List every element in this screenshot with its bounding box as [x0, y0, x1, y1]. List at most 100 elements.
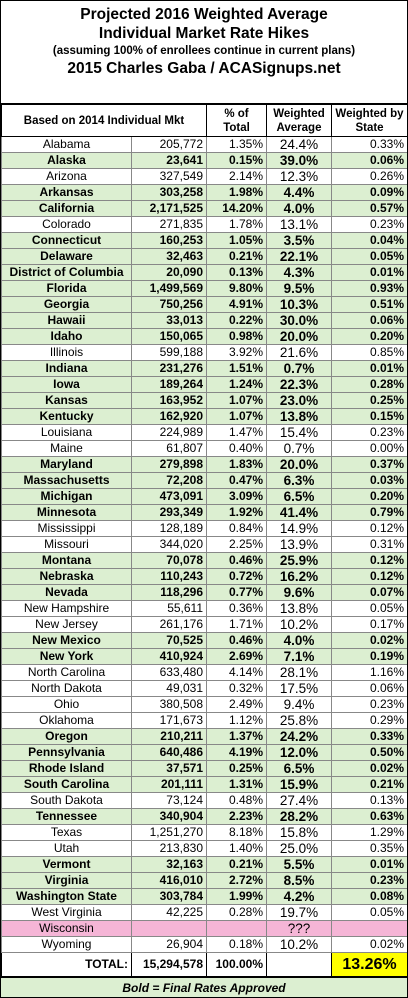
share: 1.40%	[206, 840, 267, 857]
state-row: Indiana 231,276 1.51% 0.7% 0.01%	[1, 360, 407, 377]
state-name: Pennsylvania	[1, 744, 132, 761]
share: 2.23%	[206, 808, 267, 825]
state-row: Maine 61,807 0.40% 0.7% 0.00%	[1, 440, 407, 457]
weighted-average: 6.3%	[266, 472, 332, 489]
state-row: Rhode Island 37,571 0.25% 6.5% 0.02%	[1, 760, 407, 777]
weighted-by-state: 0.05%	[331, 600, 407, 617]
enrollees: 231,276	[131, 360, 207, 377]
state-row: District of Columbia 20,090 0.13% 4.3% 0.01%	[1, 264, 407, 281]
state-name: Alaska	[1, 152, 132, 169]
enrollees: 261,176	[131, 616, 207, 633]
weighted-by-state: 0.28%	[331, 376, 407, 393]
weighted-average: 9.4%	[266, 696, 332, 713]
state-name: Idaho	[1, 328, 132, 345]
weighted-by-state: 0.20%	[331, 488, 407, 505]
weighted-by-state: 0.31%	[331, 536, 407, 553]
weighted-average: 13.8%	[266, 600, 332, 617]
weighted-by-state: 0.23%	[331, 872, 407, 889]
title: Projected 2016 Weighted Average	[80, 6, 328, 23]
share: 1.05%	[206, 232, 267, 249]
state-row: Florida 1,499,569 9.80% 9.5% 0.93%	[1, 280, 407, 297]
state-name: Wisconsin	[1, 920, 132, 937]
state-row: Tennessee 340,904 2.23% 28.2% 0.63%	[1, 808, 407, 825]
weighted-by-state: 0.29%	[331, 712, 407, 729]
state-row: Arkansas 303,258 1.98% 4.4% 0.09%	[1, 184, 407, 201]
enrollees: 61,807	[131, 440, 207, 457]
share: 1.47%	[206, 424, 267, 441]
state-name: Indiana	[1, 360, 132, 377]
enrollees: 72,208	[131, 472, 207, 489]
weighted-average: 4.0%	[266, 632, 332, 649]
weighted-by-state: 0.33%	[331, 728, 407, 745]
enrollees: 750,256	[131, 296, 207, 313]
enrollees: 162,920	[131, 408, 207, 425]
weighted-average: 21.6%	[266, 344, 332, 361]
total-enrollees: 15,294,578	[131, 952, 207, 977]
weighted-by-state: 0.19%	[331, 648, 407, 665]
state-row: Illinois 599,188 3.92% 21.6% 0.85%	[1, 344, 407, 361]
share: 1.37%	[206, 728, 267, 745]
weighted-average: 0.7%	[266, 360, 332, 377]
state-row: Kansas 163,952 1.07% 23.0% 0.25%	[1, 392, 407, 409]
weighted-average: 13.9%	[266, 536, 332, 553]
state-name: South Carolina	[1, 776, 132, 793]
enrollees: 2,171,525	[131, 200, 207, 217]
state-name: New Jersey	[1, 616, 132, 633]
enrollees: 73,124	[131, 792, 207, 809]
share: 0.21%	[206, 856, 267, 873]
share: 8.18%	[206, 824, 267, 841]
enrollees: 70,078	[131, 552, 207, 569]
weighted-average: 23.0%	[266, 392, 332, 409]
weighted-average: 10.2%	[266, 616, 332, 633]
share: 0.28%	[206, 904, 267, 921]
enrollees: 118,296	[131, 584, 207, 601]
weighted-by-state: 0.25%	[331, 392, 407, 409]
weighted-average: 4.4%	[266, 184, 332, 201]
share: 1.24%	[206, 376, 267, 393]
total-share: 100.00%	[206, 952, 267, 977]
weighted-by-state: 0.50%	[331, 744, 407, 761]
weighted-average: 28.2%	[266, 808, 332, 825]
weighted-average: 17.5%	[266, 680, 332, 697]
state-name: Minnesota	[1, 504, 132, 521]
share: 4.14%	[206, 664, 267, 681]
state-row: Michigan 473,091 3.09% 6.5% 0.20%	[1, 488, 407, 505]
weighted-by-state: 0.09%	[331, 184, 407, 201]
weighted-average: 15.4%	[266, 424, 332, 441]
share: 4.19%	[206, 744, 267, 761]
weighted-by-state: 0.63%	[331, 808, 407, 825]
state-row: Iowa 189,264 1.24% 22.3% 0.28%	[1, 376, 407, 393]
state-name: Rhode Island	[1, 760, 132, 777]
state-name: Arkansas	[1, 184, 132, 201]
enrollees: 473,091	[131, 488, 207, 505]
enrollees: 23,641	[131, 152, 207, 169]
weighted-by-state: 0.23%	[331, 216, 407, 233]
share: 0.77%	[206, 584, 267, 601]
state-name: Montana	[1, 552, 132, 569]
state-row: North Carolina 633,480 4.14% 28.1% 1.16%	[1, 664, 407, 681]
state-name: Kansas	[1, 392, 132, 409]
weighted-by-state: 0.12%	[331, 568, 407, 585]
share: 0.15%	[206, 152, 267, 169]
state-name: Maine	[1, 440, 132, 457]
state-name: New Mexico	[1, 632, 132, 649]
state-row: Minnesota 293,349 1.92% 41.4% 0.79%	[1, 504, 407, 521]
state-row: Washington State 303,784 1.99% 4.2% 0.08%	[1, 888, 407, 905]
weighted-by-state: 0.37%	[331, 456, 407, 473]
weighted-by-state: 0.57%	[331, 200, 407, 217]
state-name: Wyoming	[1, 936, 132, 953]
weighted-average: 39.0%	[266, 152, 332, 169]
weighted-by-state: 0.26%	[331, 168, 407, 185]
byline: 2015 Charles Gaba / ACASignups.net	[67, 60, 341, 77]
footer-note: Bold = Final Rates Approved	[1, 977, 407, 997]
share: 3.92%	[206, 344, 267, 361]
state-name: Nevada	[1, 584, 132, 601]
state-row: South Dakota 73,124 0.48% 27.4% 0.13%	[1, 792, 407, 809]
share: 1.78%	[206, 216, 267, 233]
share: 14.20%	[206, 200, 267, 217]
state-name: Michigan	[1, 488, 132, 505]
state-name: Maryland	[1, 456, 132, 473]
share: 2.72%	[206, 872, 267, 889]
enrollees: 1,251,270	[131, 824, 207, 841]
